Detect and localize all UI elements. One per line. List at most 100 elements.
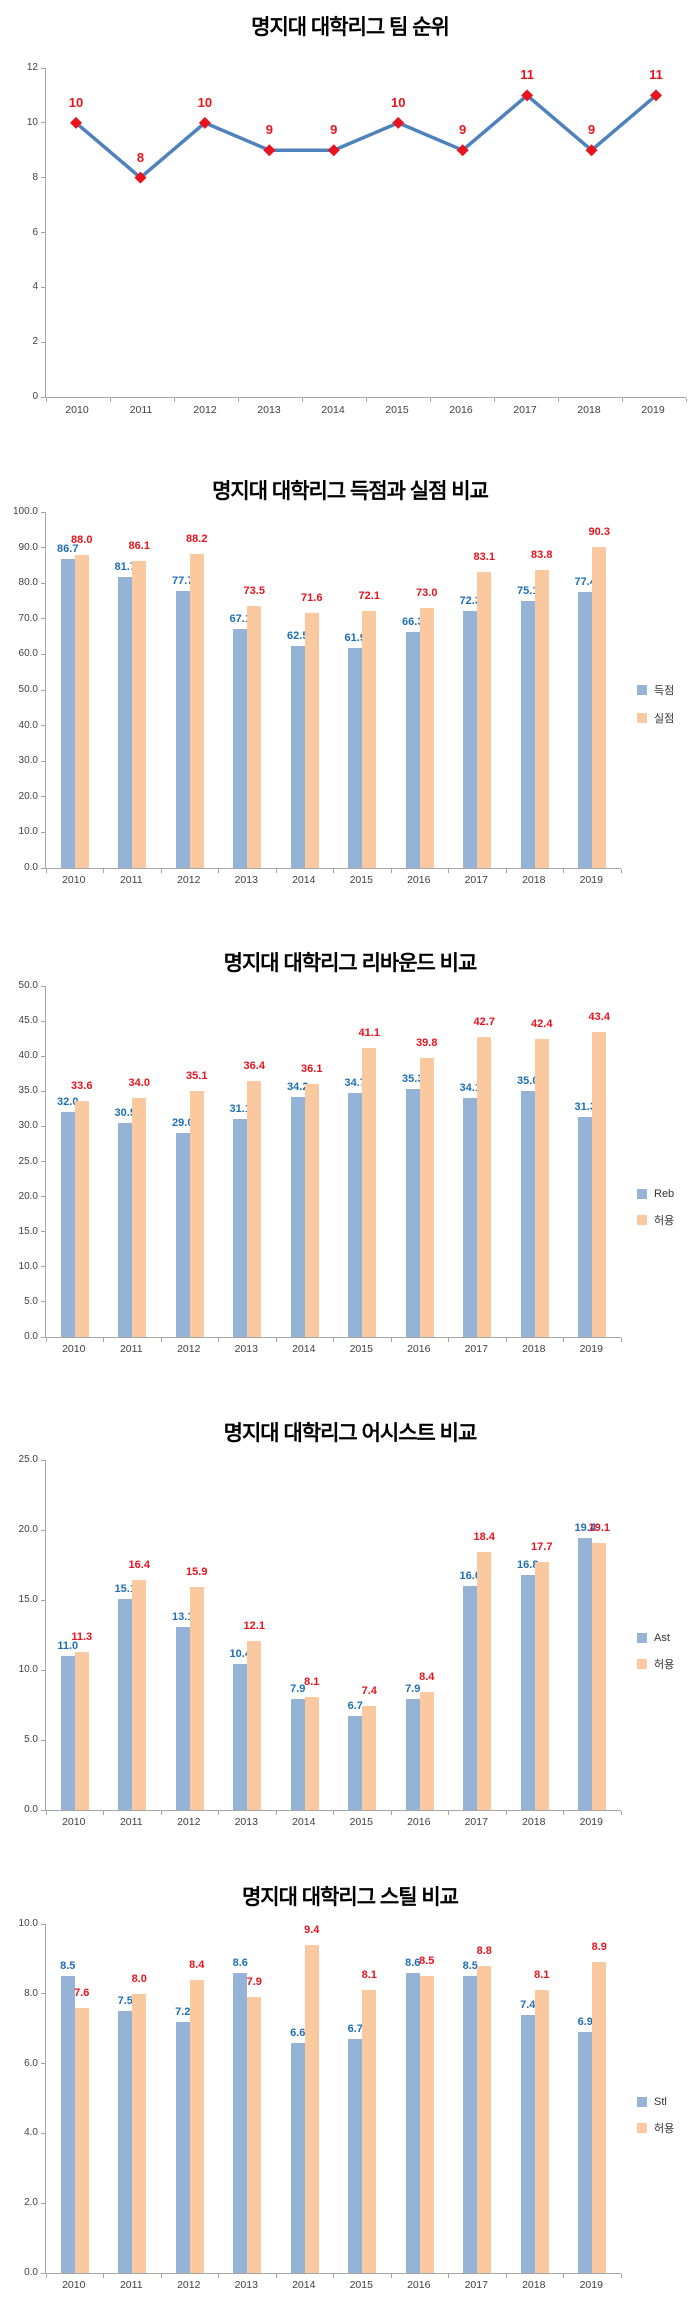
line-plot-area: 10 8 10 9 9 10 9 11 9 11: [41, 67, 687, 402]
y-tick-mark: [41, 867, 45, 869]
chart-title: 명지대 대학리그 득점과 실점 비교: [212, 480, 489, 503]
y-tick-label: 15.0: [18, 1594, 38, 1605]
x-tick-mark: [275, 1811, 277, 1815]
bar-허용: 34.0: [129, 1077, 150, 1337]
value-label: 35.3: [402, 1073, 424, 1086]
bar-Stl: 7.4: [520, 1999, 535, 2273]
bar-허용: 8.9: [592, 1941, 607, 2273]
value-label: 6.6: [290, 2026, 306, 2039]
x-tick-mark: [563, 869, 564, 873]
value-label: 10: [390, 94, 406, 110]
x-tick-mark: [505, 869, 507, 873]
value-label: 8: [136, 149, 145, 165]
x-tick-label: 2012: [177, 874, 201, 886]
x-tick-label: 2017: [464, 1816, 488, 1828]
y-tick-mark: [41, 1739, 45, 1741]
bar-group-2011: 7.5 8.0: [104, 1924, 162, 2273]
value-label: 6.7: [347, 1700, 363, 1713]
x-tick-label: 2011: [119, 2279, 143, 2291]
value-label: 16.8: [517, 1558, 539, 1571]
legend-item: 득점: [637, 682, 674, 698]
y-tick-mark: [41, 725, 45, 727]
bar-Reb: 34.2: [287, 1081, 308, 1337]
x-tick-mark: [160, 869, 162, 873]
x-tick-label: 2011: [129, 404, 153, 416]
bar-plot-area: 32.0 33.6 30.5 34.0 29.0 35.1 31.1 36.4 34.2 36.1…: [41, 985, 622, 1342]
x-tick-mark: [505, 2274, 507, 2278]
bar-Ast: 7.9: [405, 1683, 420, 1810]
y-tick-label: 100.0: [12, 506, 38, 517]
bars-layer: 8.5 7.6 7.5 8.0 7.2 8.4 8.6 7.9 6.6 9.4 6.7 8.1 8.6 8…: [46, 1924, 621, 2273]
bar-허용: 8.4: [419, 1671, 434, 1810]
y-tick-mark: [41, 511, 45, 513]
x-tick-label: 2014: [292, 1343, 316, 1355]
bars-layer: 11.0 11.3 15.1 16.4 13.1 15.9 10.4 12.1 7.9 8.1 6.…: [46, 1460, 621, 1810]
legend-swatch: [637, 1215, 647, 1225]
x-tick-mark: [45, 398, 47, 402]
y-tick-mark: [41, 1336, 45, 1338]
legend: Reb 허용: [637, 1188, 674, 1240]
y-tick-label: 15.0: [18, 1225, 38, 1237]
y-tick-label: 50.0: [18, 980, 38, 991]
value-label: 11.0: [57, 1640, 79, 1652]
x-tick-mark: [218, 869, 219, 873]
bar-득점: 77.4: [575, 576, 596, 868]
rank-line: [74, 93, 658, 180]
value-label: 35.1: [186, 1069, 208, 1082]
value-label: 29.0: [172, 1117, 194, 1130]
legend-swatch: [637, 1659, 647, 1669]
chart-title: 명지대 대학리그 어시스트 비교: [223, 1422, 478, 1445]
x-tick-label: 2010: [62, 2279, 86, 2291]
bar-허용: 7.6: [74, 1987, 89, 2273]
value-label: 8.8: [476, 1944, 492, 1957]
bar-group-2010: 86.7 88.0: [46, 512, 104, 868]
x-tick-label: 2019: [579, 1343, 603, 1355]
bar-득점: 66.3: [402, 616, 423, 868]
bar-허용: 18.4: [474, 1531, 495, 1810]
y-tick-mark: [41, 122, 45, 124]
value-label: 77.4: [574, 576, 596, 589]
value-label: 7.9: [405, 1683, 421, 1696]
bar-Reb: 31.3: [575, 1101, 596, 1337]
bar-Stl: 6.9: [578, 2016, 593, 2273]
x-tick-label: 2017: [464, 1343, 488, 1355]
y-tick-label: 0.0: [24, 862, 38, 873]
chart-title: 명지대 대학리그 팀 순위: [251, 16, 450, 39]
legend-item: 실점: [637, 710, 674, 726]
bar-group-2016: 66.3 73.0: [391, 512, 449, 868]
bar-득점: 86.7: [57, 543, 78, 868]
x-tick-label: 2012: [177, 1343, 201, 1355]
bar-group-2018: 35.0 42.4: [506, 986, 564, 1337]
bar-득점: 72.3: [460, 595, 481, 868]
value-label: 11.3: [71, 1630, 93, 1643]
bar-허용: 15.9: [186, 1566, 207, 1810]
bar-실점: 73.5: [244, 585, 265, 868]
bar-Reb: 34.1: [460, 1082, 481, 1337]
x-tick-label: 2015: [385, 404, 409, 416]
x-tick-label: 2011: [119, 874, 143, 886]
value-label: 7.4: [361, 1685, 377, 1698]
y-tick-label: 0.0: [24, 2267, 38, 2278]
x-tick-label: 2017: [464, 2279, 488, 2291]
x-tick-label: 2019: [641, 404, 665, 416]
legend-label: Reb: [654, 1188, 675, 1200]
value-label: 34.1: [459, 1081, 481, 1094]
x-tick-mark: [505, 1811, 507, 1815]
value-label: 8.6: [232, 1956, 248, 1969]
bar-group-2014: 62.5 71.6: [276, 512, 334, 868]
value-label: 34.2: [287, 1080, 309, 1093]
bar-group-2012: 29.0 35.1: [161, 986, 219, 1337]
bar-group-2013: 8.6 7.9: [219, 1924, 277, 2273]
bar-Reb: 35.0: [517, 1075, 538, 1337]
value-label: 16.0: [459, 1570, 481, 1582]
value-label: 8.9: [591, 1941, 607, 1954]
x-tick-label: 2013: [234, 1816, 258, 1828]
bar-허용: 8.1: [304, 1676, 319, 1810]
y-tick-mark: [41, 1196, 45, 1198]
value-label: 8.6: [405, 1956, 421, 1969]
y-tick-mark: [41, 1459, 45, 1461]
x-tick-mark: [333, 1338, 334, 1342]
diamond-marker: [263, 144, 276, 157]
y-tick-mark: [41, 1993, 45, 1995]
